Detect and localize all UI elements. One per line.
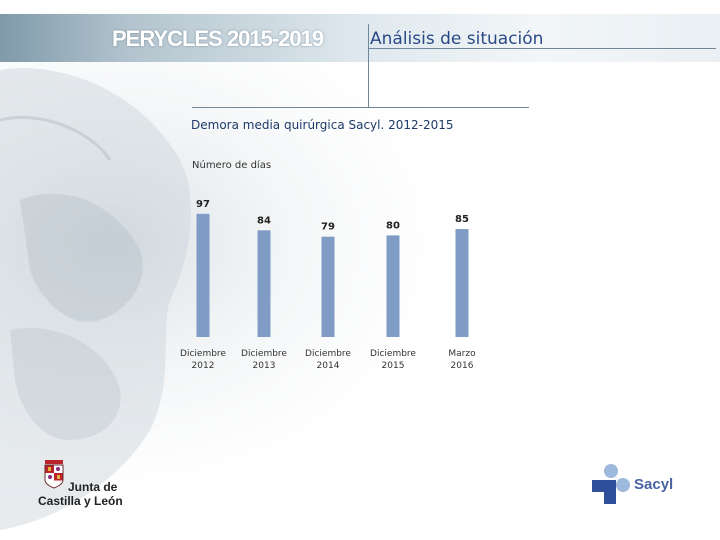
data-label-3: 80 xyxy=(386,220,400,231)
x-tick-label-4-line-0: Marzo xyxy=(448,349,476,359)
data-label-1: 84 xyxy=(257,215,271,226)
bar-4 xyxy=(455,229,469,337)
header-divider-vertical xyxy=(368,24,369,108)
sacyl-logo: Sacyl xyxy=(590,462,690,508)
junta-logo-line1: Junta de xyxy=(68,480,118,494)
x-tick-label-0-line-1: 2012 xyxy=(192,361,215,371)
chart-title: Demora media quirúrgica Sacyl. 2012-2015 xyxy=(191,118,454,132)
x-tick-label-2-line-1: 2014 xyxy=(317,361,340,371)
bar-1 xyxy=(257,230,271,337)
header-divider-middle xyxy=(192,107,529,108)
x-tick-label-1-line-0: Diciembre xyxy=(241,349,287,359)
bar-2 xyxy=(321,236,335,337)
header-band xyxy=(0,14,720,62)
junta-castilla-leon-logo: Junta de Castilla y León xyxy=(36,456,132,512)
x-tick-label-3-line-1: 2015 xyxy=(382,361,405,371)
y-axis-label: Número de días xyxy=(192,159,271,171)
sacyl-cross-icon xyxy=(592,464,630,504)
x-tick-label-0-line-0: Diciembre xyxy=(180,349,226,359)
x-tick-label-3-line-0: Diciembre xyxy=(370,349,416,359)
data-label-2: 79 xyxy=(321,222,335,233)
header-divider-top xyxy=(368,48,716,49)
bar-3 xyxy=(386,235,400,337)
data-label-0: 97 xyxy=(196,199,210,210)
section-title: Análisis de situación xyxy=(370,29,544,49)
x-tick-label-4-line-1: 2016 xyxy=(451,361,474,371)
x-tick-label-1-line-1: 2013 xyxy=(253,361,276,371)
coat-of-arms-icon xyxy=(44,460,64,489)
x-tick-label-2-line-0: Diciembre xyxy=(305,349,351,359)
bar-0 xyxy=(196,213,210,337)
sacyl-logo-text: Sacyl xyxy=(634,476,674,493)
brand-title: PERYCLES 2015-2019 xyxy=(112,26,324,51)
data-label-4: 85 xyxy=(455,214,469,225)
junta-logo-line2: Castilla y León xyxy=(38,494,123,508)
